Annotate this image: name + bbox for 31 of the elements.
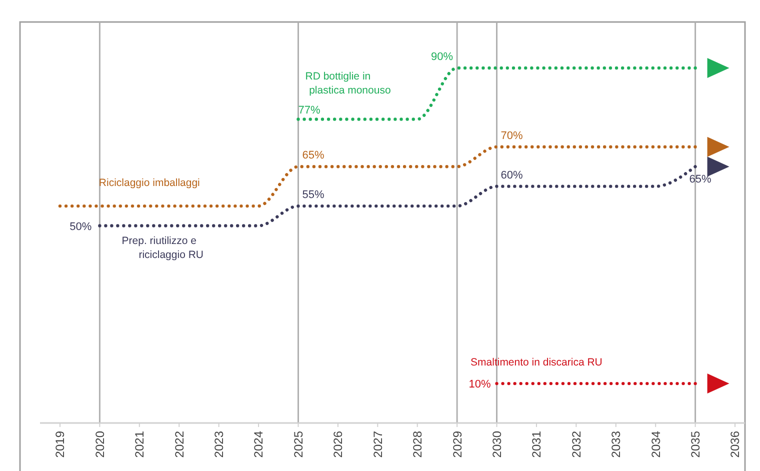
x-tick-label: 2030 — [490, 430, 504, 458]
x-tick-label: 2035 — [688, 430, 702, 458]
data-label: 70% — [500, 130, 523, 142]
series-label: Riciclaggio imballaggi — [98, 177, 200, 190]
series-label: Smaltimento in discarica RU — [470, 356, 602, 369]
text: RD bottiglie in plastica monouso — [305, 70, 391, 96]
x-tick-label: 2021 — [132, 430, 147, 458]
x-tick-label: 2020 — [92, 430, 107, 458]
x-tick-label: 2028 — [410, 430, 425, 458]
x-tick-label: 2023 — [212, 430, 226, 458]
x-tick-label: 2036 — [728, 430, 742, 458]
data-label: 77% — [298, 104, 320, 116]
x-tick-label: 2019 — [53, 430, 68, 458]
x-tick-label: 2032 — [569, 430, 584, 458]
x-tick-label: 2033 — [609, 430, 624, 458]
x-tick-label: 2025 — [291, 430, 306, 458]
x-tick-label: 2022 — [172, 430, 186, 458]
x-tick-label: 2031 — [530, 430, 544, 458]
x-tick-label: 2027 — [370, 430, 385, 458]
data-label: 55% — [302, 189, 324, 202]
x-tick-label: 2029 — [450, 430, 464, 458]
data-label: 60% — [500, 169, 523, 182]
data-label: 90% — [431, 51, 454, 63]
data-label: 50% — [70, 220, 92, 233]
data-label: 65% — [302, 150, 324, 162]
x-tick-label: 2026 — [331, 430, 346, 458]
data-label: 10% — [468, 378, 491, 391]
series-label: Prep. riutilizzo e riciclaggio RU — [122, 234, 204, 261]
data-label: 65% — [689, 174, 712, 186]
x-tick-label: 2024 — [252, 430, 266, 458]
x-tick-label: 2034 — [648, 430, 663, 458]
